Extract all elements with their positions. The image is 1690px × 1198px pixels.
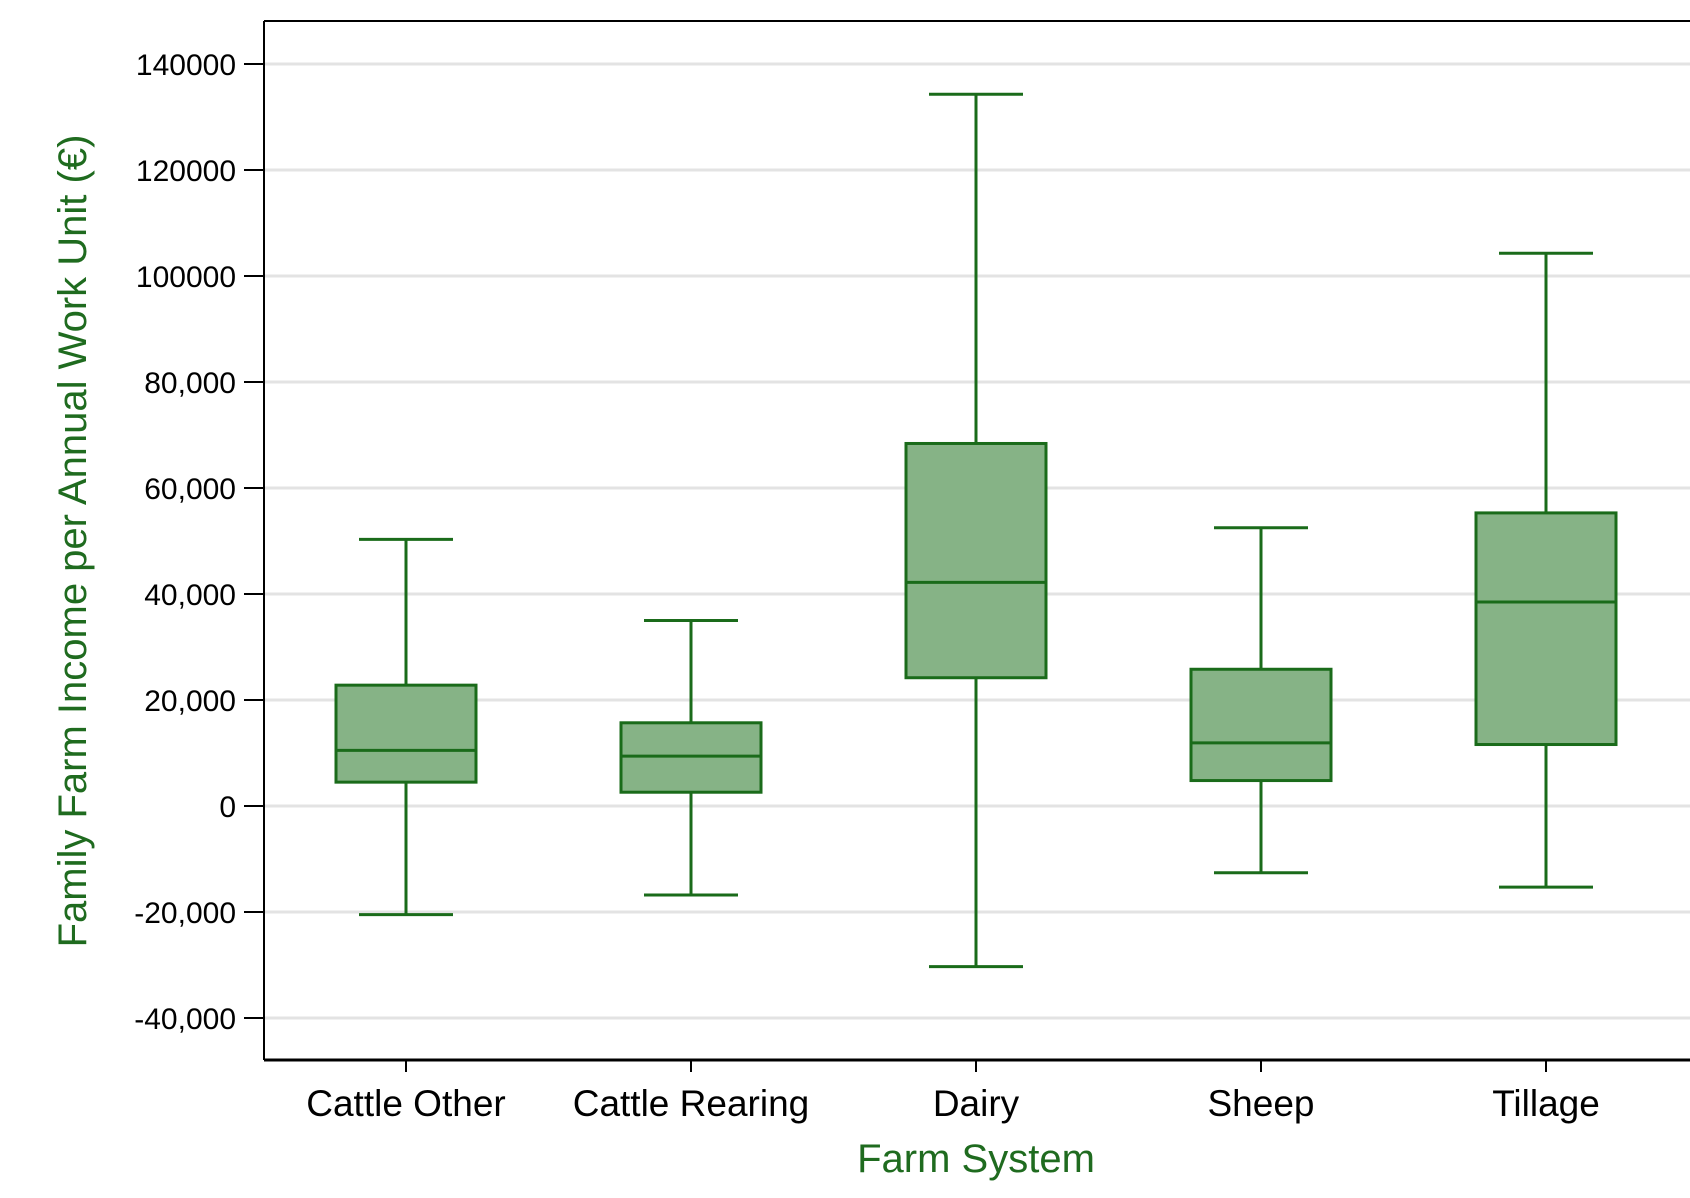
- y-tick-label: 120000: [136, 155, 236, 188]
- box-sheep: [1189, 526, 1333, 875]
- box-cattle-other: [334, 537, 478, 917]
- box-tillage: [1474, 251, 1618, 889]
- y-tick-label: -40,000: [134, 1003, 236, 1036]
- y-tick-label: 0: [219, 791, 236, 824]
- x-axis-title: Farm System: [857, 1137, 1095, 1181]
- box-dairy: [904, 92, 1048, 969]
- x-tick-label: Cattle Other: [306, 1083, 505, 1124]
- y-tick-label: 80,000: [144, 367, 236, 400]
- y-tick-label: 40,000: [144, 579, 236, 612]
- y-tick-label: 140000: [136, 49, 236, 82]
- iqr-box: [1189, 667, 1333, 783]
- iqr-box: [904, 441, 1048, 680]
- y-tick-labels: 140000 120000 100000 80,000 60,000 40,000 20,0…: [134, 49, 264, 1036]
- x-tick-labels: Cattle Other Cattle Rearing Dairy Sheep Till…: [306, 1060, 1600, 1124]
- boxes: [334, 92, 1618, 969]
- y-tick-label: -20,000: [134, 897, 236, 930]
- iqr-box: [334, 683, 478, 784]
- x-tick-label: Dairy: [933, 1083, 1020, 1124]
- y-axis-title: Family Farm Income per Annual Work Unit …: [51, 135, 95, 948]
- x-tick-label: Tillage: [1492, 1083, 1600, 1124]
- x-tick-label: Sheep: [1208, 1083, 1315, 1124]
- y-tick-label: 20,000: [144, 685, 236, 718]
- y-tick-label: 60,000: [144, 473, 236, 506]
- box-cattle-rearing: [619, 619, 763, 897]
- iqr-box: [1474, 511, 1618, 747]
- y-tick-label: 100000: [136, 261, 236, 294]
- x-tick-label: Cattle Rearing: [573, 1083, 810, 1124]
